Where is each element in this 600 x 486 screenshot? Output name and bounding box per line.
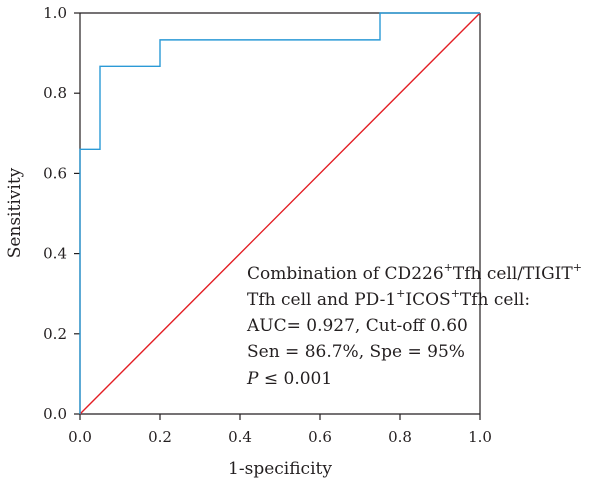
annotation-line-3: AUC= 0.927, Cut-off 0.60 [246,316,468,336]
x-axis-label: 1-specificity [228,459,332,479]
x-tick-label: 0.2 [148,428,172,446]
axes: 0.0 0.2 0.4 0.6 0.8 1.0 0.0 0.2 0.4 0.6 0.8 1.0 [43,4,492,446]
y-tick-label: 0.8 [43,84,67,102]
y-tick-label: 0.0 [43,405,67,423]
annotation: Combination of CD226+Tfh cell/TIGIT+ Tfh… [246,261,582,389]
reference-diagonal-line [79,12,481,415]
annotation-line-4: Sen = 86.7%, Spe = 95% [247,342,465,362]
x-tick-label: 0.8 [388,428,412,446]
roc-curve-line [79,12,480,414]
y-tick-label: 0.4 [43,245,67,263]
x-tick-label: 0.0 [68,428,92,446]
annotation-line-1: Combination of CD226+Tfh cell/TIGIT+ [247,261,582,284]
annotation-line-2: Tfh cell and PD-1+ICOS+Tfh cell: [247,287,530,310]
y-tick-label: 0.2 [43,325,67,343]
series-layer [79,12,481,415]
x-tick-label: 0.4 [228,428,252,446]
y-tick-label: 0.6 [43,164,67,182]
annotation-line-5: P ≤ 0.001 [246,369,332,389]
x-tick-label: 1.0 [468,428,492,446]
y-axis-label: Sensitivity [5,167,25,258]
y-tick-label: 1.0 [43,4,67,22]
x-tick-label: 0.6 [308,428,332,446]
